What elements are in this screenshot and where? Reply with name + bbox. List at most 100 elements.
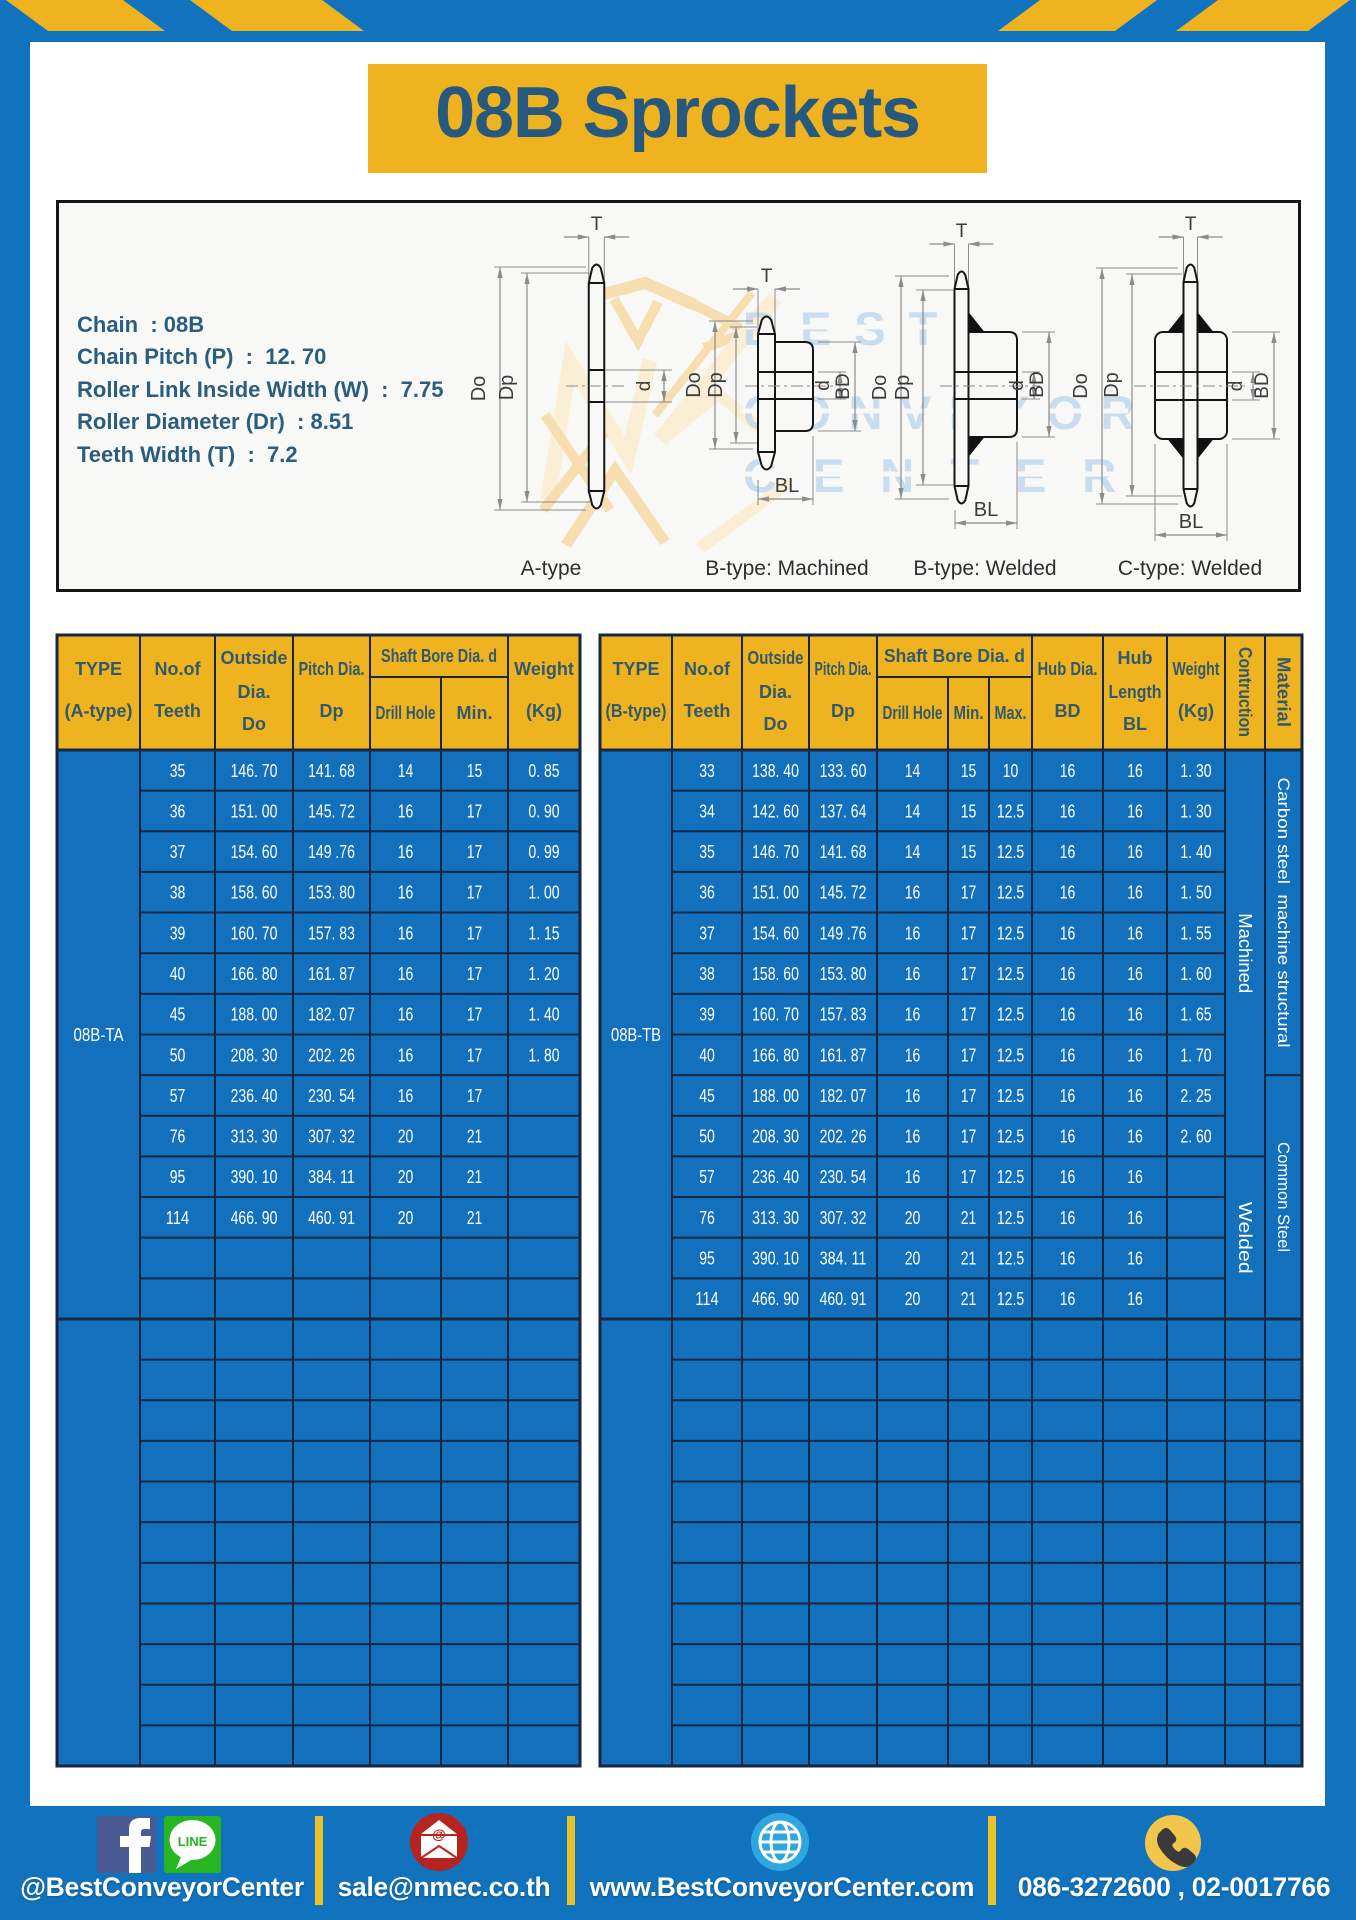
svg-text:154. 60: 154. 60	[752, 923, 799, 943]
svg-text:76: 76	[170, 1127, 186, 1147]
svg-text:1. 50: 1. 50	[1180, 883, 1211, 903]
svg-text:T: T	[591, 214, 603, 235]
svg-text:d: d	[1226, 381, 1247, 392]
svg-text:1. 15: 1. 15	[528, 923, 559, 943]
svg-text:Dp: Dp	[892, 375, 914, 401]
svg-text:138. 40: 138. 40	[752, 761, 799, 781]
svg-text:Dp: Dp	[320, 701, 344, 721]
svg-text:15: 15	[467, 761, 483, 781]
svg-text:Do: Do	[683, 372, 705, 398]
svg-text:Teeth: Teeth	[684, 701, 731, 721]
svg-text:12.5: 12.5	[997, 1045, 1024, 1065]
svg-text:17: 17	[961, 1005, 977, 1025]
svg-text:16: 16	[1060, 1167, 1076, 1187]
svg-text:15: 15	[961, 801, 977, 821]
svg-text:T: T	[1185, 214, 1197, 235]
svg-text:14: 14	[905, 801, 921, 821]
svg-text:Contruction: Contruction	[1235, 647, 1255, 737]
svg-text:d: d	[634, 381, 655, 392]
svg-text:17: 17	[961, 883, 977, 903]
svg-text:1. 00: 1. 00	[528, 883, 559, 903]
svg-text:76: 76	[699, 1208, 715, 1228]
svg-text:1. 40: 1. 40	[528, 1005, 559, 1025]
svg-text:Weight: Weight	[514, 659, 574, 679]
svg-text:No.of: No.of	[684, 659, 731, 679]
svg-text:Dp: Dp	[1101, 372, 1123, 398]
svg-text:Dp: Dp	[831, 701, 855, 721]
svg-text:384. 11: 384. 11	[820, 1249, 867, 1269]
svg-text:Carbon steel machine structur: Carbon steel machine structural	[1274, 778, 1293, 1048]
svg-text:20: 20	[905, 1289, 921, 1309]
svg-text:16: 16	[905, 1127, 921, 1147]
svg-text:Teeth: Teeth	[154, 701, 201, 721]
svg-text:16: 16	[1060, 842, 1076, 862]
svg-text:16: 16	[1127, 1127, 1143, 1147]
svg-text:12.5: 12.5	[997, 842, 1024, 862]
svg-text:16: 16	[1127, 1208, 1143, 1228]
svg-text:16: 16	[398, 964, 414, 984]
svg-text:Dp: Dp	[705, 372, 727, 398]
svg-text:Do: Do	[468, 376, 490, 402]
svg-text:133. 60: 133. 60	[820, 761, 867, 781]
svg-text:35: 35	[170, 761, 186, 781]
svg-text:0. 90: 0. 90	[528, 801, 559, 821]
svg-text:21: 21	[467, 1127, 483, 1147]
svg-text:142. 60: 142. 60	[752, 801, 799, 821]
svg-text:17: 17	[961, 1086, 977, 1106]
svg-text:33: 33	[699, 761, 715, 781]
svg-text:157. 83: 157. 83	[820, 1005, 867, 1025]
svg-text:BD: BD	[833, 373, 854, 399]
svg-text:12.5: 12.5	[997, 1127, 1024, 1147]
svg-text:21: 21	[467, 1208, 483, 1228]
svg-text:35: 35	[699, 842, 715, 862]
svg-text:BL: BL	[974, 499, 998, 521]
svg-text:160. 70: 160. 70	[752, 1005, 799, 1025]
svg-text:T: T	[956, 221, 968, 242]
svg-text:1. 40: 1. 40	[1180, 842, 1211, 862]
svg-text:Common Steel: Common Steel	[1274, 1142, 1293, 1252]
svg-text:16: 16	[1127, 964, 1143, 984]
svg-text:141. 68: 141. 68	[820, 842, 867, 862]
svg-text:137. 64: 137. 64	[820, 801, 867, 821]
svg-text:17: 17	[961, 1127, 977, 1147]
svg-text:466. 90: 466. 90	[231, 1208, 278, 1228]
svg-text:@: @	[432, 1826, 446, 1842]
svg-text:146. 70: 146. 70	[231, 761, 278, 781]
svg-text:Do: Do	[1070, 373, 1092, 399]
svg-text:Dia.: Dia.	[237, 682, 270, 702]
svg-text:313. 30: 313. 30	[231, 1127, 278, 1147]
svg-text:141. 68: 141. 68	[308, 761, 355, 781]
svg-text:230. 54: 230. 54	[308, 1086, 355, 1106]
svg-text:BL: BL	[1123, 714, 1147, 734]
svg-text:95: 95	[699, 1249, 715, 1269]
svg-text:57: 57	[170, 1086, 186, 1106]
svg-text:12.5: 12.5	[997, 964, 1024, 984]
svg-text:12.5: 12.5	[997, 1208, 1024, 1228]
svg-text:17: 17	[961, 1167, 977, 1187]
svg-text:16: 16	[905, 964, 921, 984]
svg-text:17: 17	[467, 842, 483, 862]
svg-text:39: 39	[170, 923, 186, 943]
svg-text:BL: BL	[775, 475, 799, 497]
svg-text:Welded: Welded	[1235, 1202, 1255, 1274]
svg-text:16: 16	[1060, 761, 1076, 781]
svg-text:21: 21	[961, 1289, 977, 1309]
svg-text:460. 91: 460. 91	[308, 1208, 355, 1228]
svg-text:16: 16	[1060, 801, 1076, 821]
svg-text:17: 17	[467, 923, 483, 943]
svg-text:No.of: No.of	[155, 659, 202, 679]
svg-text:1. 70: 1. 70	[1180, 1045, 1211, 1065]
svg-text:12.5: 12.5	[997, 923, 1024, 943]
svg-text:36: 36	[170, 801, 186, 821]
svg-text:d: d	[813, 380, 834, 391]
svg-text:12.5: 12.5	[997, 1167, 1024, 1187]
svg-text:Do: Do	[764, 714, 788, 734]
svg-text:Hub: Hub	[1118, 648, 1153, 668]
svg-text:20: 20	[905, 1208, 921, 1228]
svg-text:38: 38	[699, 964, 715, 984]
svg-text:Drill Hole: Drill Hole	[376, 703, 436, 723]
svg-text:16: 16	[905, 1167, 921, 1187]
svg-text:LINE: LINE	[178, 1834, 208, 1849]
svg-text:BD: BD	[1027, 371, 1048, 397]
svg-text:154. 60: 154. 60	[231, 842, 278, 862]
